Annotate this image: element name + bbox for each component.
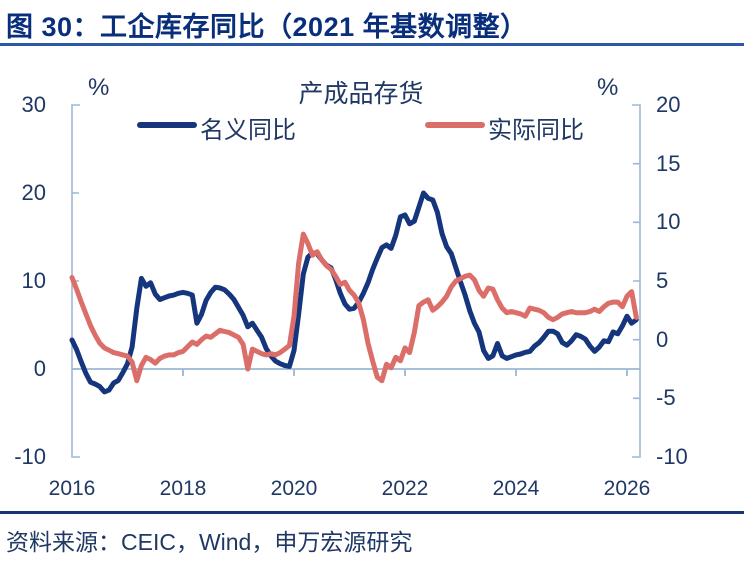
right-axis-tick-label: 20 xyxy=(656,92,681,117)
source-divider xyxy=(0,511,744,514)
chart-title: 产成品存货 xyxy=(298,80,424,108)
legend-label-real: 实际同比 xyxy=(488,117,584,144)
x-axis-tick-label: 2020 xyxy=(270,477,318,500)
x-axis-tick-label: 2026 xyxy=(603,477,651,500)
right-axis-tick-label: 10 xyxy=(656,209,681,235)
legend-marker-nominal xyxy=(137,122,197,128)
right-axis-tick-label: 5 xyxy=(656,268,669,293)
left-axis-tick-label: 30 xyxy=(21,92,46,117)
x-axis-tick-label: 2022 xyxy=(381,477,429,500)
right-axis-tick-label: 15 xyxy=(656,150,681,176)
left-axis-tick-label: 20 xyxy=(21,180,46,205)
left-axis-unit-label: % xyxy=(88,74,110,101)
right-axis-line xyxy=(632,104,641,458)
left-axis-tick-label: 10 xyxy=(21,268,46,293)
zero-baseline xyxy=(72,368,640,376)
nominal-yoy-line xyxy=(69,190,639,395)
x-axis-tick-label: 2018 xyxy=(159,477,207,500)
right-axis-tick-label: -10 xyxy=(656,444,688,469)
x-axis-tick-label: 2024 xyxy=(492,477,540,500)
legend-marker-real xyxy=(425,122,485,128)
right-axis-tick-label: -5 xyxy=(656,385,676,411)
title-underline xyxy=(0,43,744,46)
figure-title: 图 30：工企库存同比（2021 年基数调整） xyxy=(6,12,528,42)
x-axis-tick-label: 2016 xyxy=(48,477,96,500)
source-note: 资料来源：CEIC，Wind，申万宏源研究 xyxy=(6,529,413,555)
real-yoy-line xyxy=(69,231,639,384)
left-axis-tick-label: -10 xyxy=(14,444,46,469)
right-axis-tick-label: 0 xyxy=(656,326,669,352)
left-axis-tick-label: 0 xyxy=(33,356,46,381)
right-axis-unit-label: % xyxy=(597,74,619,101)
legend-label-nominal: 名义同比 xyxy=(200,117,296,144)
